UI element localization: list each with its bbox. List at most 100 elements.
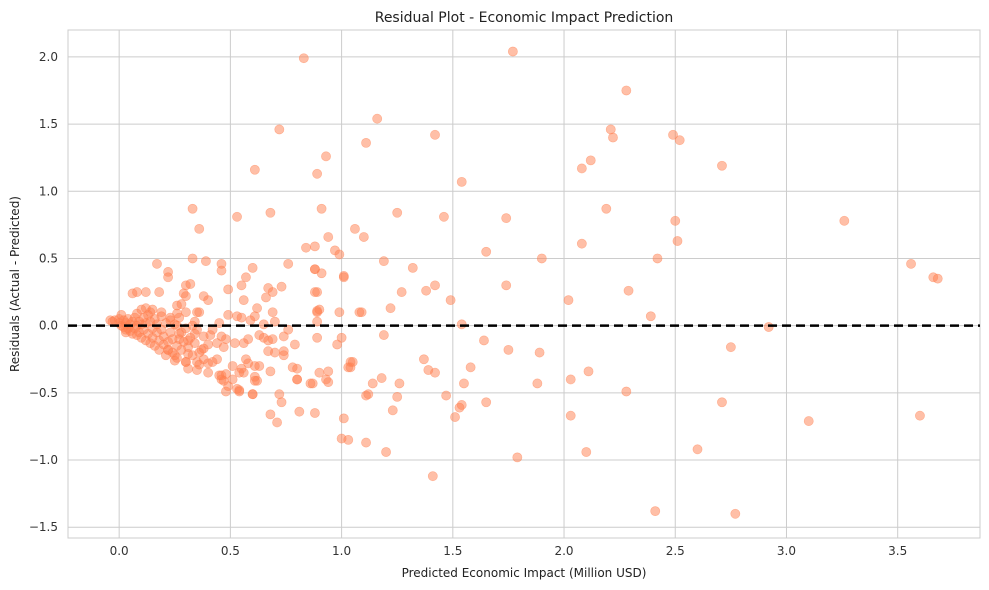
scatter-point xyxy=(361,137,371,148)
scatter-point xyxy=(605,124,616,135)
scatter-point xyxy=(223,310,234,320)
scatter-point xyxy=(454,402,465,413)
scatter-point xyxy=(132,287,142,297)
x-tick-label: 3.5 xyxy=(888,544,907,558)
scatter-point xyxy=(565,410,576,421)
scatter-point xyxy=(576,238,587,249)
scatter-point xyxy=(343,434,354,445)
scatter-point xyxy=(241,272,251,283)
scatter-point xyxy=(310,287,320,297)
scatter-point xyxy=(180,357,191,367)
y-tick-label: 1.0 xyxy=(39,184,58,198)
scatter-point xyxy=(201,256,211,267)
scatter-point xyxy=(445,295,456,306)
scatter-point xyxy=(278,331,289,342)
scatter-point xyxy=(392,207,403,218)
scatter-point xyxy=(350,223,360,234)
scatter-points xyxy=(105,46,943,519)
scatter-point xyxy=(347,357,358,367)
scatter-point xyxy=(421,285,432,296)
grid xyxy=(68,30,980,538)
scatter-point xyxy=(585,155,596,166)
scatter-point xyxy=(267,287,278,297)
scatter-point xyxy=(307,378,318,389)
scatter-point xyxy=(730,508,741,519)
scatter-point xyxy=(430,280,440,291)
scatter-point xyxy=(915,410,925,421)
scatter-point xyxy=(717,397,727,408)
scatter-point xyxy=(310,408,320,418)
scatter-point xyxy=(120,327,131,338)
scatter-point xyxy=(392,391,403,402)
scatter-point xyxy=(203,339,214,350)
x-axis-label: Predicted Economic Impact (Million USD) xyxy=(402,566,647,580)
scatter-point xyxy=(394,378,405,389)
scatter-point xyxy=(717,160,727,171)
scatter-point xyxy=(289,339,300,350)
scatter-point xyxy=(439,211,449,222)
scatter-point xyxy=(465,362,476,373)
y-tick-label: 2.0 xyxy=(39,50,58,64)
scatter-point xyxy=(261,292,271,303)
scatter-point xyxy=(396,287,407,297)
y-axis-label: Residuals (Actual - Predicted) xyxy=(8,196,22,372)
scatter-point xyxy=(216,265,227,276)
scatter-point xyxy=(338,413,349,424)
scatter-point xyxy=(459,378,469,389)
scatter-point xyxy=(196,344,207,355)
scatter-point xyxy=(236,312,247,323)
scatter-point xyxy=(361,437,371,448)
scatter-point xyxy=(274,389,285,400)
scatter-point xyxy=(367,378,378,389)
scatter-point xyxy=(479,335,489,346)
scatter-point xyxy=(294,406,305,417)
scatter-point xyxy=(269,347,280,358)
scatter-point xyxy=(692,444,703,455)
scatter-point xyxy=(334,249,345,260)
scatter-point xyxy=(372,113,383,124)
scatter-point xyxy=(223,284,234,295)
scatter-point xyxy=(763,322,774,332)
scatter-point xyxy=(165,312,176,323)
scatter-point xyxy=(419,354,429,365)
scatter-point xyxy=(674,135,685,146)
scatter-point xyxy=(450,412,460,422)
scatter-point xyxy=(645,311,656,322)
scatter-point xyxy=(249,375,260,386)
scatter-point xyxy=(334,307,345,318)
scatter-point xyxy=(227,374,238,385)
scatter-point xyxy=(147,304,158,315)
scatter-point xyxy=(427,471,438,482)
scatter-point xyxy=(323,366,334,377)
y-tick-label: −1.0 xyxy=(29,453,58,467)
scatter-point xyxy=(292,374,303,385)
y-tick-label: −1.5 xyxy=(29,520,58,534)
scatter-point xyxy=(323,377,334,388)
scatter-point xyxy=(236,280,247,291)
x-tick-label: 3.0 xyxy=(777,544,796,558)
scatter-point xyxy=(301,242,311,253)
scatter-point xyxy=(670,215,681,226)
scatter-point xyxy=(312,316,323,327)
scatter-point xyxy=(312,332,323,343)
scatter-point xyxy=(803,416,814,426)
scatter-point xyxy=(265,409,276,420)
scatter-point xyxy=(265,207,276,218)
scatter-point xyxy=(338,272,349,283)
scatter-point xyxy=(532,378,543,389)
scatter-point xyxy=(274,124,285,135)
scatter-point xyxy=(310,241,320,252)
scatter-point xyxy=(229,338,240,349)
plot-frame xyxy=(67,29,981,539)
scatter-point xyxy=(152,258,162,269)
scatter-point xyxy=(247,262,258,273)
scatter-point xyxy=(376,373,387,383)
scatter-point xyxy=(140,287,151,297)
scatter-point xyxy=(203,367,214,378)
x-tick-label: 0.5 xyxy=(221,544,240,558)
scatter-point xyxy=(163,272,173,283)
scatter-point xyxy=(267,307,278,318)
scatter-point xyxy=(218,342,229,353)
scatter-point xyxy=(278,350,289,361)
